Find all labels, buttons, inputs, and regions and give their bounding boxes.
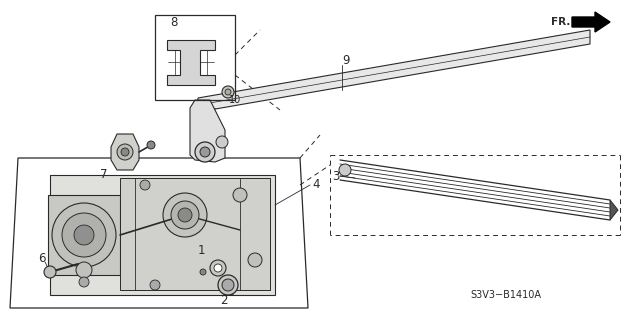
Circle shape — [79, 277, 89, 287]
Polygon shape — [48, 195, 120, 275]
Text: 10: 10 — [229, 95, 241, 105]
Circle shape — [222, 86, 234, 98]
Circle shape — [44, 266, 56, 278]
Circle shape — [218, 275, 238, 295]
Polygon shape — [167, 40, 215, 85]
Polygon shape — [50, 175, 275, 295]
Circle shape — [62, 213, 106, 257]
Circle shape — [147, 141, 155, 149]
Circle shape — [117, 144, 133, 160]
Polygon shape — [111, 134, 139, 170]
Polygon shape — [190, 100, 225, 162]
Text: 7: 7 — [100, 169, 108, 181]
Circle shape — [339, 164, 351, 176]
Circle shape — [248, 253, 262, 267]
Circle shape — [163, 193, 207, 237]
Circle shape — [171, 201, 199, 229]
Circle shape — [200, 147, 210, 157]
Circle shape — [140, 180, 150, 190]
Text: 3: 3 — [332, 170, 339, 182]
Text: FR.: FR. — [550, 17, 570, 27]
Circle shape — [200, 269, 206, 275]
Text: S3V3−B1410A: S3V3−B1410A — [470, 290, 541, 300]
Circle shape — [233, 188, 247, 202]
Polygon shape — [572, 12, 610, 32]
Text: 6: 6 — [38, 252, 45, 265]
Circle shape — [74, 225, 94, 245]
Circle shape — [222, 279, 234, 291]
Circle shape — [121, 148, 129, 156]
Circle shape — [216, 136, 228, 148]
Circle shape — [150, 280, 160, 290]
Text: 8: 8 — [170, 15, 177, 28]
Polygon shape — [198, 30, 590, 112]
Text: 9: 9 — [342, 53, 349, 67]
Circle shape — [214, 264, 222, 272]
Circle shape — [52, 203, 116, 267]
Text: 1: 1 — [198, 244, 205, 257]
Text: 2: 2 — [220, 293, 227, 307]
Text: 4: 4 — [312, 179, 319, 191]
Circle shape — [195, 142, 215, 162]
Polygon shape — [610, 200, 618, 220]
Circle shape — [76, 262, 92, 278]
Circle shape — [178, 208, 192, 222]
Circle shape — [225, 89, 231, 95]
Polygon shape — [120, 178, 270, 290]
Circle shape — [210, 260, 226, 276]
